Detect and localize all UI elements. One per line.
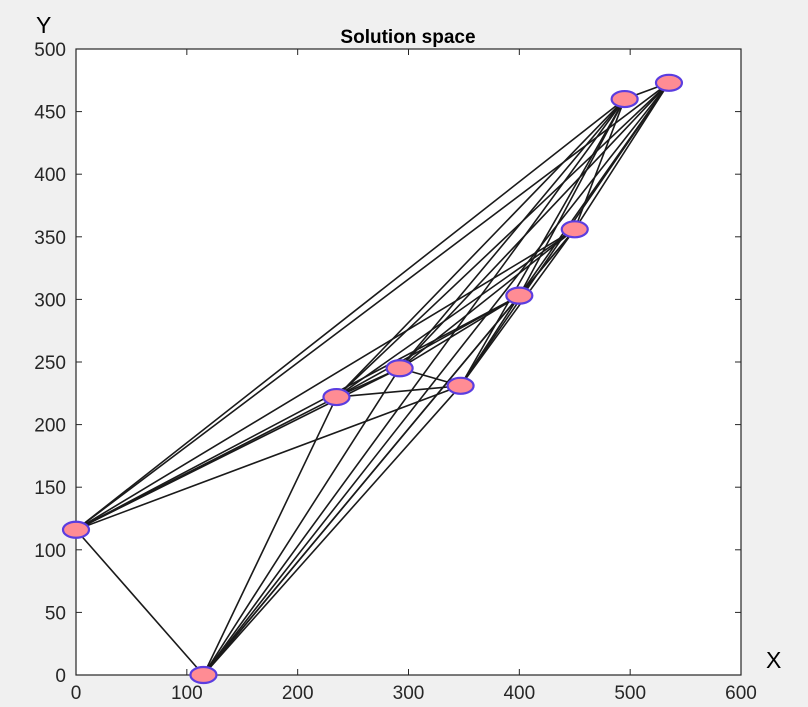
edge-line: [202, 385, 462, 676]
x-tick-label: 100: [171, 683, 203, 704]
y-tick-label: 300: [34, 290, 66, 311]
node-point: [610, 89, 639, 109]
chart-title: Solution space: [340, 27, 475, 48]
edge-line: [75, 228, 576, 531]
edge-line: [574, 82, 670, 230]
edge-line: [336, 384, 461, 398]
edge-line: [202, 98, 626, 676]
node-point: [446, 376, 475, 395]
x-axis-label: X: [766, 647, 781, 673]
x-tick-label: 0: [71, 683, 82, 704]
x-tick-label: 600: [725, 683, 757, 704]
edge-line: [335, 98, 626, 398]
edge-line: [202, 367, 401, 676]
edge-line: [335, 82, 670, 398]
y-tick-label: 250: [34, 353, 66, 374]
x-tick-label: 400: [503, 683, 535, 704]
node-point: [189, 665, 218, 685]
x-tick-label: 500: [614, 683, 646, 704]
y-tick-label: 200: [34, 416, 66, 437]
y-tick-label: 0: [55, 666, 66, 687]
edge-line: [518, 98, 626, 297]
edge-line: [399, 82, 670, 369]
y-axis-label: Y: [36, 12, 51, 38]
ticks-layer: 0 100 200 300 400 500 600 0 50 100 150 200 250 300 350…: [34, 40, 757, 704]
y-tick-label: 350: [34, 228, 66, 249]
edge-line: [574, 98, 626, 230]
edges-layer: [75, 82, 670, 676]
y-tick-label: 150: [34, 478, 66, 499]
node-point: [385, 359, 414, 378]
edge-line: [75, 294, 520, 531]
y-tick-label: 400: [34, 165, 66, 186]
edge-line: [75, 529, 205, 676]
y-tick-label: 100: [34, 541, 66, 562]
edge-line: [399, 98, 626, 369]
edge-line: [518, 82, 670, 297]
edge-line: [399, 228, 576, 369]
y-tick-label: 500: [34, 40, 66, 61]
edge-line: [399, 294, 520, 369]
node-point: [505, 286, 534, 305]
x-tick-label: 300: [393, 683, 425, 704]
edge-line: [518, 228, 576, 297]
y-tick-label: 50: [45, 603, 66, 624]
x-tick-label: 200: [282, 683, 314, 704]
edge-line: [459, 228, 576, 387]
y-tick-label: 450: [34, 103, 66, 124]
edge-line: [75, 82, 670, 531]
node-point: [322, 387, 351, 407]
node-point: [61, 520, 91, 539]
node-point: [560, 220, 589, 239]
edge-line: [75, 98, 626, 531]
node-point: [654, 73, 684, 92]
nodes-layer: [61, 73, 684, 685]
edge-line: [202, 396, 338, 676]
edge-line: [459, 98, 626, 387]
